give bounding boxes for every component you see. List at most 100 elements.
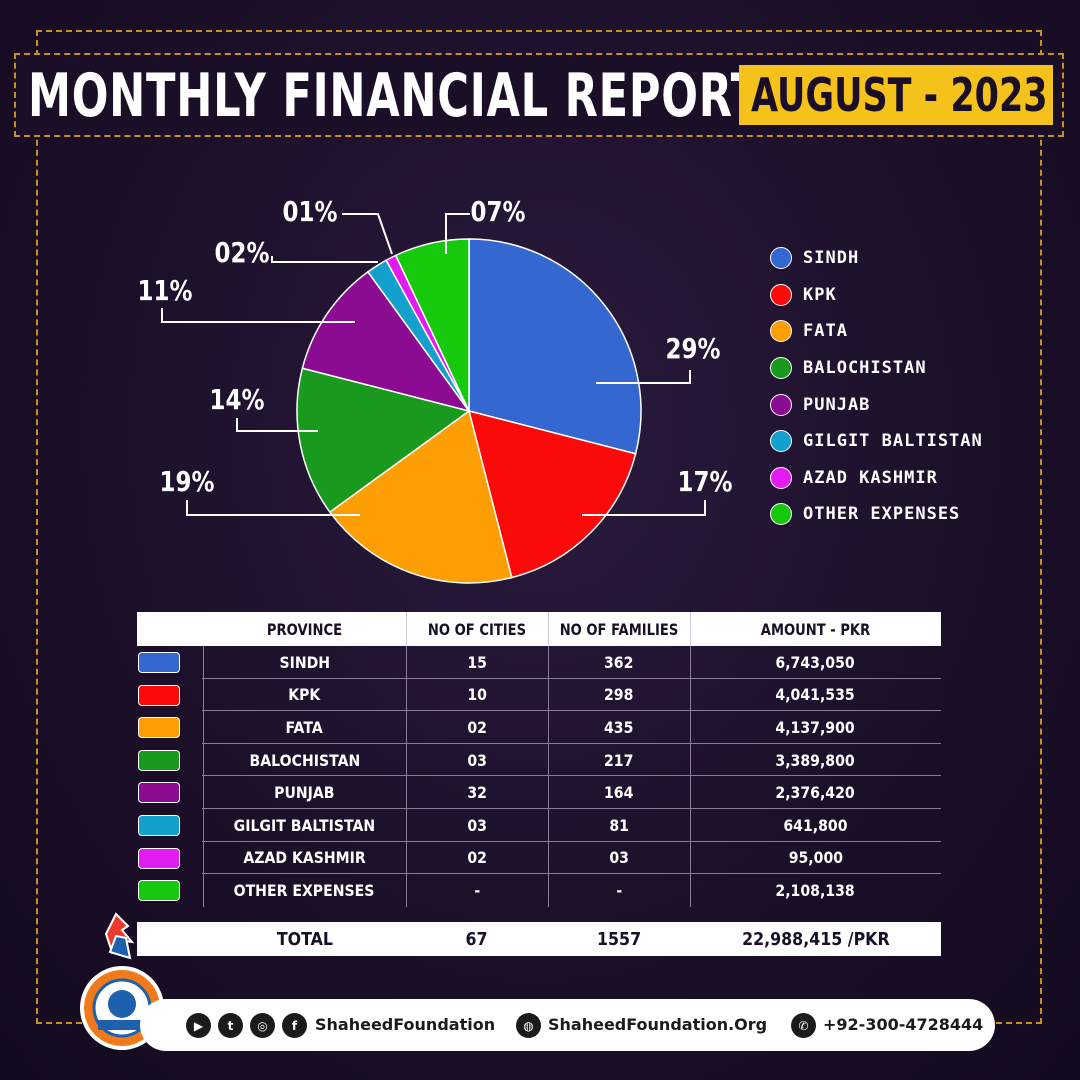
table-body: SINDH 15 362 6,743,050 KPK 10 298 4,041,… [137,646,941,907]
cell-cities: 10 [467,685,487,705]
leader-line-punjab [161,308,355,323]
report-title: MONTHLY FINANCIAL REPORT [28,61,761,131]
table-row: FATA 02 435 4,137,900 [137,711,941,744]
chart-legend: SINDH KPK FATA BALOCHISTAN PUNJAB GILGIT… [770,240,1070,533]
leader-line-kpk [582,500,706,516]
row-swatch [138,814,180,836]
leader-line-other-expenses [445,213,470,254]
legend-item-other-expenses: OTHER EXPENSES [770,496,1070,533]
total-label: TOTAL [276,928,333,950]
cell-families: 81 [609,815,629,835]
cell-cities: 02 [467,717,487,737]
legend-item-punjab: PUNJAB [770,386,1070,423]
cell-cities: 03 [467,815,487,835]
social-handle[interactable]: ShaheedFoundation [315,1015,496,1034]
cell-families: 298 [604,685,634,705]
pie-slice-balochistan [296,367,471,514]
cell-province: OTHER EXPENSES [234,880,375,900]
youtube-icon[interactable]: ▶ [186,1013,211,1038]
cell-province: KPK [288,685,321,705]
legend-item-gilgit-baltistan: GILGIT BALTISTAN [770,423,1070,460]
cell-amount: 641,800 [783,815,848,835]
cell-cities: 03 [467,750,487,770]
cell-families: - [616,880,622,900]
legend-label: SINDH [803,248,860,269]
cell-families: 03 [609,848,629,868]
legend-label: FATA [803,321,848,342]
footer-bar: ▶ t ◎ f ShaheedFoundation ◍ ShaheedFound… [140,999,995,1051]
slice-label-balochistan: 14% [210,384,265,417]
table-row: SINDH 15 362 6,743,050 [137,646,941,679]
instagram-icon[interactable]: ◎ [250,1013,275,1038]
legend-label: OTHER EXPENSES [803,504,961,525]
cell-amount: 3,389,800 [775,750,856,770]
legend-item-azad-kashmir: AZAD KASHMIR [770,460,1070,497]
table-row: BALOCHISTAN 03 217 3,389,800 [137,744,941,777]
slice-label-punjab: 11% [138,275,193,308]
globe-icon: ◍ [516,1013,541,1038]
slice-label-gilgit-baltistan: 02% [215,237,270,270]
row-swatch [138,749,180,771]
row-swatch [138,652,180,673]
header-families: NO OF FAMILIES [559,619,679,639]
slice-label-other-expenses: 07% [471,196,526,229]
legend-label: BALOCHISTAN [803,358,927,379]
phone-icon: ✆ [791,1013,816,1038]
leader-line-sindh [596,370,691,384]
facebook-icon[interactable]: f [282,1013,307,1038]
row-swatch [138,847,180,869]
period-text: AUGUST - 2023 [751,68,1048,122]
table-row: OTHER EXPENSES - - 2,108,138 [137,874,941,907]
leader-line-gilgit-baltistan [271,256,378,263]
legend-item-kpk: KPK [770,277,1070,314]
legend-label: PUNJAB [803,394,871,415]
cell-amount: 95,000 [788,848,843,868]
leader-line-balochistan [236,418,318,432]
header-amount: AMOUNT - PKR [760,619,871,639]
summary-table: PROVINCE NO OF CITIES NO OF FAMILIES AMO… [137,612,941,907]
legend-dot-other-expenses [770,503,792,526]
legend-label: AZAD KASHMIR [803,467,938,488]
slice-label-kpk: 17% [678,466,733,499]
legend-dot-punjab [770,393,792,416]
total-cities: 67 [465,928,489,950]
table-row: KPK 10 298 4,041,535 [137,679,941,712]
phone-number[interactable]: +92-300-4728444 [823,1015,984,1034]
cell-cities: - [474,880,480,900]
cell-amount: 4,041,535 [775,685,856,705]
leader-line-azad-kashmir [342,213,393,255]
row-swatch [138,717,180,739]
legend-dot-sindh [770,247,792,270]
total-amount: 22,988,415 /PKR [741,928,890,950]
cell-cities: 32 [467,783,487,803]
cell-families: 164 [604,783,634,803]
header-cities: NO OF CITIES [427,619,527,639]
cell-families: 362 [604,652,634,672]
legend-label: GILGIT BALTISTAN [803,431,983,452]
total-families: 1557 [596,928,642,950]
table-header: PROVINCE NO OF CITIES NO OF FAMILIES AMO… [137,612,941,646]
legend-dot-azad-kashmir [770,466,792,489]
cell-province: BALOCHISTAN [249,750,360,770]
leader-line-fata [186,500,360,516]
pie-slice-sindh [468,238,642,455]
row-swatch [138,782,180,804]
cell-province: PUNJAB [274,783,335,803]
website-link[interactable]: ShaheedFoundation.Org [548,1015,768,1034]
cell-amount: 2,108,138 [775,880,856,900]
table-row: GILGIT BALTISTAN 03 81 641,800 [137,809,941,842]
row-swatch [138,880,180,902]
cell-province: SINDH [279,652,330,672]
legend-dot-kpk [770,283,792,306]
table-row: PUNJAB 32 164 2,376,420 [137,776,941,809]
row-swatch [138,684,180,706]
cell-amount: 6,743,050 [775,652,856,672]
twitter-icon[interactable]: t [218,1013,243,1038]
period-badge: AUGUST - 2023 [739,65,1053,125]
cell-province: GILGIT BALTISTAN [233,815,376,835]
pie-slice-fata [328,409,513,584]
cell-families: 435 [604,717,634,737]
legend-dot-gilgit-baltistan [770,430,792,453]
legend-item-sindh: SINDH [770,240,1070,277]
